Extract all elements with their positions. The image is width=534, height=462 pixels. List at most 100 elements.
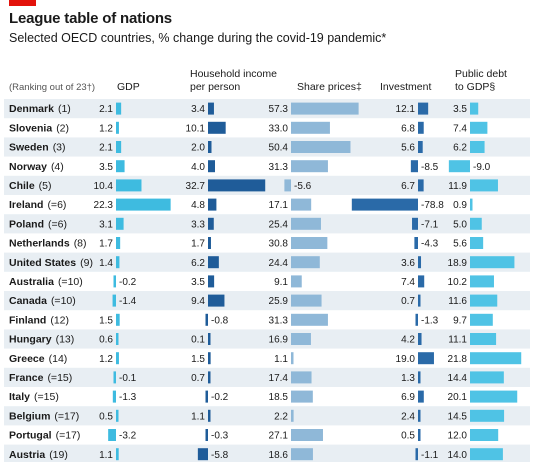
- bar-debt: [470, 429, 499, 441]
- value-investment: 7.4: [401, 277, 415, 288]
- bar-investment: [418, 102, 429, 115]
- value-investment: -1.1: [421, 450, 439, 461]
- value-gdp: 3.5: [99, 162, 113, 173]
- country-rank: (1): [58, 103, 71, 115]
- country-rank: (=17): [54, 410, 79, 422]
- bar-share: [284, 179, 291, 192]
- bar-household: [208, 217, 214, 230]
- country-rank: (4): [51, 161, 64, 173]
- value-gdp: 0.5: [99, 411, 113, 422]
- country-name: Sweden: [9, 142, 49, 154]
- value-household: 0.7: [191, 373, 205, 384]
- value-household: 4.0: [191, 162, 205, 173]
- value-debt: 11.9: [448, 181, 467, 192]
- bar-gdp: [116, 121, 119, 134]
- value-household: 1.5: [191, 354, 205, 365]
- bar-investment: [418, 294, 421, 307]
- column-header-gdp: GDP: [117, 81, 140, 93]
- bar-household: [208, 294, 225, 307]
- value-investment: -8.5: [421, 162, 439, 173]
- bar-debt: [470, 179, 498, 192]
- value-debt: 6.2: [453, 143, 467, 154]
- value-household: 6.2: [191, 258, 205, 269]
- value-share: 18.5: [269, 392, 289, 403]
- bar-investment: [418, 390, 424, 403]
- bar-household: [208, 409, 211, 422]
- bar-gdp: [116, 448, 119, 461]
- value-household: 10.1: [186, 123, 206, 134]
- value-debt: 7.4: [453, 123, 467, 134]
- value-household: 1.7: [191, 239, 205, 250]
- bar-gdp: [116, 160, 125, 173]
- bar-household: [208, 179, 266, 192]
- bar-household: [208, 352, 211, 365]
- bar-investment: [418, 429, 421, 441]
- country-rank: (=6): [48, 218, 67, 230]
- bar-household: [208, 237, 211, 249]
- column-header-share: Share prices‡: [297, 81, 362, 93]
- value-debt: 18.9: [448, 258, 468, 269]
- country-name: Canada: [9, 295, 47, 307]
- bar-gdp: [116, 256, 120, 269]
- value-debt: -9.0: [473, 162, 491, 173]
- value-debt: 9.7: [453, 315, 467, 326]
- bar-share: [291, 294, 322, 307]
- bar-debt: [448, 160, 470, 173]
- value-investment: -4.3: [421, 239, 439, 250]
- bar-debt: [470, 352, 522, 365]
- value-investment: 12.1: [396, 104, 416, 115]
- country-name: Netherlands: [9, 238, 70, 250]
- bar-household: [208, 198, 217, 211]
- bar-share: [291, 429, 323, 441]
- bar-share: [291, 448, 313, 461]
- value-household: -0.8: [211, 315, 229, 326]
- bar-debt: [470, 333, 497, 345]
- bar-debt: [470, 371, 504, 384]
- value-gdp: 1.5: [99, 315, 113, 326]
- value-share: 30.8: [269, 239, 289, 250]
- bar-debt: [470, 217, 482, 230]
- bar-share: [291, 237, 328, 249]
- value-investment: 3.6: [401, 258, 415, 269]
- value-investment: 0.7: [401, 296, 415, 307]
- value-debt: 5.0: [453, 219, 467, 230]
- value-investment: 19.0: [396, 354, 416, 365]
- country-rank: (=15): [47, 372, 72, 384]
- value-household: 3.3: [191, 219, 205, 230]
- bar-investment: [418, 371, 421, 384]
- country-rank: (2): [56, 122, 69, 134]
- bar-debt: [470, 294, 498, 307]
- bar-gdp: [116, 217, 124, 230]
- bar-household: [205, 429, 208, 441]
- country-rank: (9): [80, 257, 93, 269]
- bar-investment: [418, 179, 424, 192]
- value-share: 17.4: [269, 373, 289, 384]
- bar-gdp: [113, 275, 116, 288]
- bar-household: [197, 448, 208, 461]
- bar-share: [291, 333, 311, 345]
- bar-household: [208, 102, 214, 115]
- country-rank: (8): [74, 238, 87, 250]
- bar-share: [291, 160, 328, 173]
- bar-household: [208, 333, 211, 345]
- bar-debt: [470, 102, 479, 115]
- bar-gdp: [112, 390, 116, 403]
- bar-share: [291, 275, 302, 288]
- bar-gdp: [112, 294, 116, 307]
- column-header-investment: Investment: [380, 81, 431, 93]
- bar-debt: [470, 237, 484, 249]
- row-stripe: [4, 329, 530, 349]
- chart-title: League table of nations: [9, 10, 172, 27]
- value-share: 9.1: [274, 277, 288, 288]
- value-household: 1.1: [191, 411, 205, 422]
- country-name: Slovenia: [9, 122, 52, 134]
- value-gdp: -3.2: [119, 431, 137, 442]
- country-name: Hungary: [9, 334, 52, 346]
- value-share: 27.1: [269, 431, 289, 442]
- bar-share: [291, 141, 351, 153]
- value-share: 18.6: [269, 450, 289, 461]
- bar-household: [208, 121, 226, 134]
- value-share: 24.4: [269, 258, 289, 269]
- value-gdp: 1.1: [99, 450, 113, 461]
- bar-gdp: [116, 141, 122, 153]
